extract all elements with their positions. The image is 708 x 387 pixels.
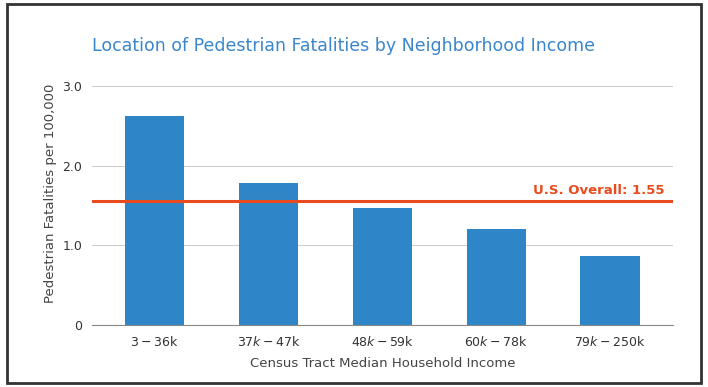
Y-axis label: Pedestrian Fatalities per 100,000: Pedestrian Fatalities per 100,000 (44, 84, 57, 303)
Bar (239, 183, 298, 325)
Bar (581, 256, 639, 325)
Bar (125, 116, 184, 325)
X-axis label: Census Tract Median Household Income: Census Tract Median Household Income (250, 357, 515, 370)
Text: Location of Pedestrian Fatalities by Neighborhood Income: Location of Pedestrian Fatalities by Nei… (92, 37, 595, 55)
Bar (467, 229, 526, 325)
Text: U.S. Overall: 1.55: U.S. Overall: 1.55 (533, 184, 665, 197)
Bar (353, 208, 412, 325)
